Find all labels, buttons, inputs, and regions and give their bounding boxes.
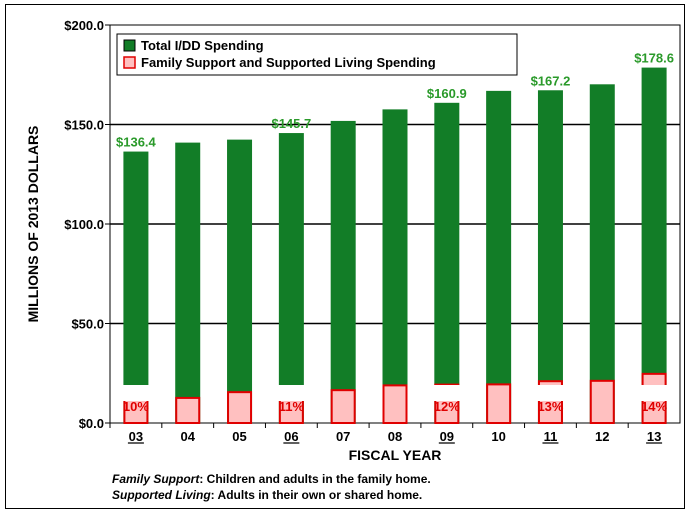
bar-total-09 — [434, 102, 460, 424]
y-tick-label: $150.0 — [64, 118, 104, 133]
legend-label-family: Family Support and Supported Living Spen… — [141, 55, 436, 70]
footnote-supported-living: Supported Living: Adults in their own or… — [112, 487, 431, 503]
bar-total-06 — [278, 133, 304, 423]
bar-total-04 — [175, 142, 201, 423]
percent-label-09: 12% — [434, 399, 460, 414]
percent-label-11: 13% — [537, 399, 563, 414]
footnote-text: : Children and adults in the family home… — [199, 472, 431, 486]
percent-label-bg — [429, 385, 464, 401]
percent-label-bg — [274, 385, 309, 401]
bar-family-08 — [382, 384, 408, 425]
x-axis-title: FISCAL YEAR — [349, 447, 442, 463]
x-tick-label-04: 04 — [180, 429, 195, 444]
x-tick-label-10: 10 — [491, 429, 505, 444]
percent-label-bg — [533, 385, 568, 401]
bar-family-07 — [330, 389, 356, 425]
legend-swatch-total — [123, 39, 136, 52]
bar-total-07 — [330, 120, 356, 423]
footnote-family-support: Family Support: Children and adults in t… — [112, 471, 431, 487]
y-tick-label: $50.0 — [71, 317, 104, 332]
bar-total-03 — [123, 151, 149, 423]
data-label-total-09: $160.9 — [427, 86, 467, 101]
percent-label-06: 11% — [279, 399, 305, 414]
bar-family-04 — [175, 396, 201, 424]
bar-total-08 — [382, 109, 408, 423]
bar-family-12 — [589, 379, 615, 425]
x-tick-label-08: 08 — [388, 429, 402, 444]
y-tick-label: $0.0 — [79, 416, 104, 431]
x-tick-label-03: 03 — [129, 429, 143, 444]
data-label-total-11: $167.2 — [531, 73, 571, 88]
x-tick-label-12: 12 — [595, 429, 609, 444]
x-tick-label-05: 05 — [232, 429, 246, 444]
data-label-total-03: $136.4 — [116, 135, 157, 150]
data-label-total-13: $178.6 — [634, 51, 674, 66]
legend-label-total: Total I/DD Spending — [141, 38, 264, 53]
x-tick-label-13: 13 — [647, 429, 661, 444]
legend-swatch-family — [123, 56, 136, 69]
bar-total-10 — [486, 90, 512, 423]
bar-total-05 — [227, 139, 253, 423]
bar-total-12 — [589, 84, 615, 423]
x-tick-label-09: 09 — [440, 429, 454, 444]
data-label-total-06: $145.7 — [271, 116, 311, 131]
bar-total-11 — [537, 90, 563, 423]
bar-family-05 — [227, 391, 253, 424]
footnote-text: : Adults in their own or shared home. — [210, 488, 423, 502]
x-tick-label-11: 11 — [544, 429, 558, 444]
x-tick-label-07: 07 — [336, 429, 350, 444]
bar-total-13 — [641, 67, 667, 423]
footnotes: Family Support: Children and adults in t… — [112, 471, 431, 503]
y-tick-label: $100.0 — [64, 217, 104, 232]
percent-label-bg — [118, 385, 153, 401]
percent-label-13: 14% — [641, 399, 667, 414]
percent-label-bg — [637, 385, 672, 401]
y-tick-label: $200.0 — [64, 18, 104, 33]
footnote-term: Supported Living — [112, 488, 211, 502]
bar-family-10 — [486, 383, 512, 425]
y-axis-title: MILLIONS OF 2013 DOLLARS — [25, 126, 41, 323]
x-tick-label-06: 06 — [284, 429, 298, 444]
percent-label-03: 10% — [123, 399, 149, 414]
legend-box — [116, 33, 518, 76]
footnote-term: Family Support — [112, 472, 200, 486]
